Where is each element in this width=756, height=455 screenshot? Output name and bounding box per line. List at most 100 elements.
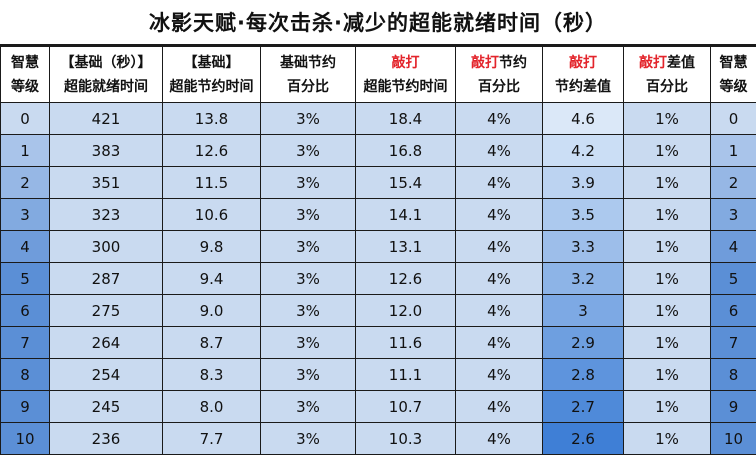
- table-cell: 254: [50, 359, 163, 391]
- column-header-text: 敲打: [471, 55, 499, 71]
- table-cell: 11.5: [163, 167, 261, 199]
- column-header-line: 节约差值: [543, 75, 623, 99]
- table-cell: 3.9: [543, 167, 624, 199]
- column-header: 【基础（秒）】超能就绪时间: [50, 47, 163, 103]
- table-cell: 1: [711, 135, 756, 167]
- table-cell: 421: [50, 103, 163, 135]
- table-cell: 4%: [456, 167, 543, 199]
- table-cell: 1: [1, 135, 50, 167]
- column-header-line: 等级: [1, 75, 49, 99]
- column-header-text: 智慧: [11, 55, 39, 71]
- column-header: 智慧等级: [1, 47, 50, 103]
- column-header-text: 超能节约时间: [364, 79, 448, 95]
- column-header-line: 【基础】: [163, 51, 260, 75]
- column-header-text: 敲打: [639, 55, 667, 71]
- table-cell: 12.6: [163, 135, 261, 167]
- table-cell: 3%: [261, 231, 356, 263]
- table-cell: 3%: [261, 103, 356, 135]
- table-cell: 8.7: [163, 327, 261, 359]
- table-cell: 4.6: [543, 103, 624, 135]
- column-header-text: 百分比: [646, 79, 688, 95]
- table-cell: 2.9: [543, 327, 624, 359]
- column-header: 敲打节约百分比: [456, 47, 543, 103]
- column-header: 敲打差值百分比: [624, 47, 711, 103]
- column-header-line: 超能就绪时间: [50, 75, 162, 99]
- table-cell: 3%: [261, 295, 356, 327]
- table-cell: 3.2: [543, 263, 624, 295]
- table-cell: 383: [50, 135, 163, 167]
- column-header-suffix: 节约: [499, 55, 527, 71]
- table-cell: 3: [543, 295, 624, 327]
- column-header-text: 基础节约: [280, 55, 336, 71]
- table-cell: 13.1: [356, 231, 456, 263]
- table-cell: 2: [711, 167, 756, 199]
- table-cell: 2.6: [543, 423, 624, 455]
- table-cell: 1%: [624, 327, 711, 359]
- column-header-text: 敲打: [392, 55, 420, 71]
- table-cell: 1%: [624, 135, 711, 167]
- table-cell: 8.3: [163, 359, 261, 391]
- table-cell: 2.7: [543, 391, 624, 423]
- column-header-text: 等级: [11, 79, 39, 95]
- table-cell: 11.6: [356, 327, 456, 359]
- column-header-text: 百分比: [287, 79, 329, 95]
- table-cell: 4%: [456, 135, 543, 167]
- column-header-text: 超能就绪时间: [64, 79, 148, 95]
- table-cell: 3: [711, 199, 756, 231]
- table-cell: 10.6: [163, 199, 261, 231]
- table-cell: 7: [1, 327, 50, 359]
- table-cell: 10: [1, 423, 50, 455]
- table-cell: 3%: [261, 135, 356, 167]
- table-title: 冰影天赋·每次击杀·减少的超能就绪时间（秒）: [0, 0, 756, 46]
- table-cell: 0: [711, 103, 756, 135]
- table-cell: 9: [711, 391, 756, 423]
- table-cell: 1%: [624, 263, 711, 295]
- table-cell: 351: [50, 167, 163, 199]
- table-cell: 275: [50, 295, 163, 327]
- column-header-line: 超能节约时间: [356, 75, 455, 99]
- table-cell: 245: [50, 391, 163, 423]
- column-header-line: 百分比: [456, 75, 542, 99]
- table-cell: 9.8: [163, 231, 261, 263]
- table-cell: 10.3: [356, 423, 456, 455]
- column-header-text: 百分比: [478, 79, 520, 95]
- table-cell: 236: [50, 423, 163, 455]
- table-cell: 2: [1, 167, 50, 199]
- table-cell: 18.4: [356, 103, 456, 135]
- table-cell: 2.8: [543, 359, 624, 391]
- table-cell: 264: [50, 327, 163, 359]
- column-header-text: 敲打: [569, 55, 597, 71]
- column-header-line: 敲打: [543, 51, 623, 75]
- table-cell: 10.7: [356, 391, 456, 423]
- table-cell: 3%: [261, 359, 356, 391]
- table-cell: 3%: [261, 263, 356, 295]
- column-header-text: 【基础（秒）】: [61, 55, 152, 71]
- table-cell: 4%: [456, 103, 543, 135]
- table-cell: 1%: [624, 359, 711, 391]
- table-cell: 12.6: [356, 263, 456, 295]
- talent-table: 智慧等级【基础（秒）】超能就绪时间【基础】超能节约时间基础节约百分比敲打超能节约…: [0, 46, 756, 455]
- table-cell: 7: [711, 327, 756, 359]
- table-cell: 6: [711, 295, 756, 327]
- table-cell: 4%: [456, 391, 543, 423]
- header-row: 智慧等级【基础（秒）】超能就绪时间【基础】超能节约时间基础节约百分比敲打超能节约…: [1, 47, 756, 103]
- table-cell: 300: [50, 231, 163, 263]
- column-header-line: 超能节约时间: [163, 75, 260, 99]
- table-cell: 11.1: [356, 359, 456, 391]
- table-cell: 5: [1, 263, 50, 295]
- table-cell: 4%: [456, 423, 543, 455]
- table-cell: 13.8: [163, 103, 261, 135]
- table-cell: 3.3: [543, 231, 624, 263]
- column-header-line: 基础节约: [261, 51, 355, 75]
- column-header-text: 超能节约时间: [170, 79, 254, 95]
- table-cell: 4: [1, 231, 50, 263]
- table-cell: 8.0: [163, 391, 261, 423]
- column-header-line: 敲打节约: [456, 51, 542, 75]
- table-cell: 16.8: [356, 135, 456, 167]
